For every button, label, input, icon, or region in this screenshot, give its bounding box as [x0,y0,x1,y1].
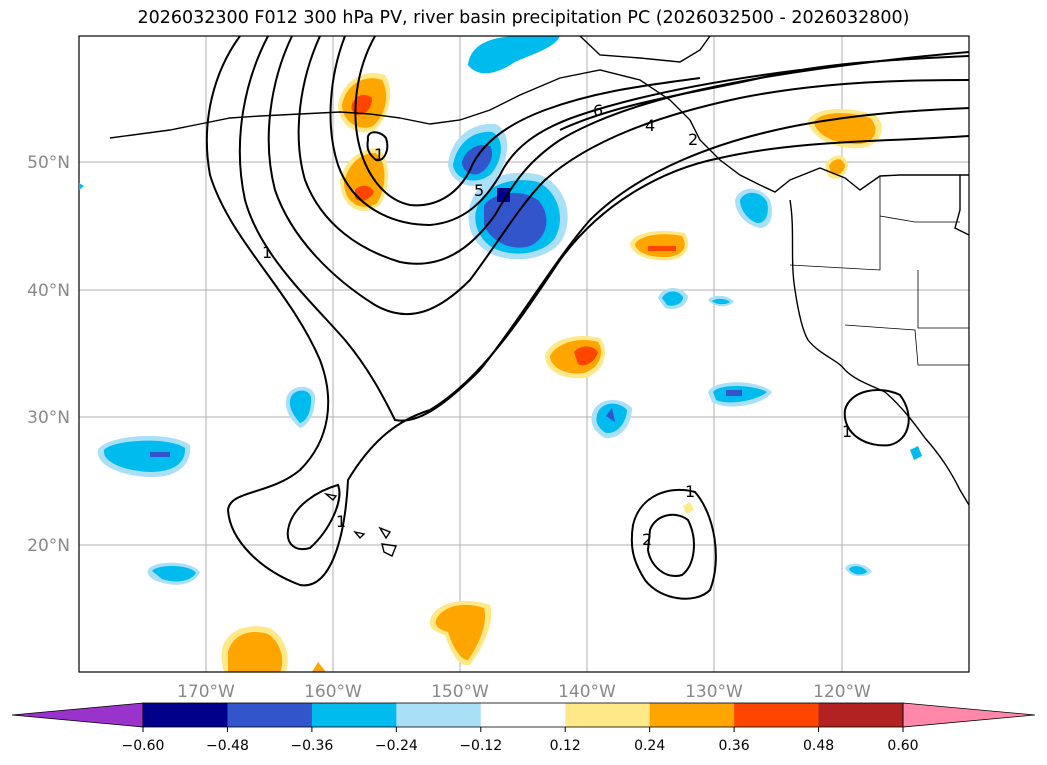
contour-labels: 6 4 2 1 1 5 1 1 2 1 [262,101,852,549]
colorbar-tick-label: 0.24 [634,738,665,754]
contour-label: 2 [642,530,652,549]
negative-anomaly-region [468,36,560,74]
colorbar: −0.60 −0.48 −0.36 −0.24 −0.12 0.12 0.24 0.36 0.4… [11,702,1036,754]
contour-label: 1 [842,422,852,441]
colorbar-segment [649,703,735,727]
lat-label: 50°N [27,153,70,173]
contour-label: 1 [262,243,272,262]
lon-label: 170°W [177,682,235,702]
longitude-labels: 170°W 160°W 150°W 140°W 130°W 120°W [177,682,871,702]
colorbar-extend-high [902,702,1036,728]
colorbar-tick-label: −0.36 [290,738,333,754]
colorbar-tick-label: 0.36 [719,738,750,754]
colorbar-segment [480,703,566,727]
colorbar-tick-label: 0.60 [887,738,918,754]
contour-label: 1 [336,512,346,531]
colorbar-tick-label: −0.48 [206,738,249,754]
lon-label: 130°W [685,682,743,702]
contour-label: 6 [593,101,603,120]
lon-label: 150°W [431,682,489,702]
colorbar-segment [311,703,397,727]
colorbar-tick-label: −0.60 [122,738,165,754]
colorbar-frame [142,702,904,728]
edge-marker [79,183,84,190]
lat-label: 30°N [27,408,70,428]
colorbar-tick-label: −0.12 [459,738,502,754]
colorbar-segment [143,703,228,727]
map-title: 2026032300 F012 300 hPa PV, river basin … [137,8,910,28]
colorbar-segment [818,703,904,727]
map-plot-area [79,36,969,672]
colorbar-tick-label: −0.24 [375,738,418,754]
colorbar-segment [565,703,651,727]
lat-label: 40°N [27,281,70,301]
lon-label: 160°W [304,682,362,702]
contour-label: 2 [688,130,698,149]
contour-label: 1 [685,482,695,501]
lat-label: 20°N [27,536,70,556]
contour-label: 5 [474,181,484,200]
precip-anomaly-fills [97,36,922,672]
colorbar-segment [734,703,820,727]
latitude-labels: 50°N 40°N 30°N 20°N [27,153,70,556]
colorbar-tick-label: 0.12 [550,738,581,754]
map-frame [78,35,970,673]
coastlines [109,36,969,557]
pv-contours [205,36,969,600]
contour-label: 1 [374,145,384,164]
colorbar-segment [396,703,482,727]
contour-label: 4 [645,116,655,135]
lon-label: 120°W [813,682,871,702]
colorbar-tick-label: 0.48 [803,738,834,754]
lon-label: 140°W [558,682,616,702]
colorbar-segment [227,703,313,727]
colorbar-extend-low [11,702,144,728]
